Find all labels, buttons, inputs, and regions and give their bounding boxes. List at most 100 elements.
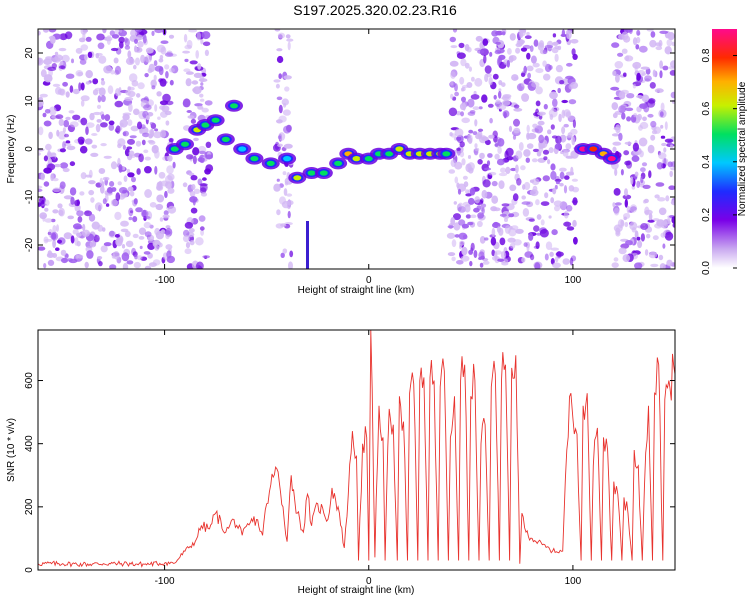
- noise-blob: [55, 114, 64, 120]
- spectrogram-noise-layer: [38, 29, 675, 269]
- noise-blob: [620, 169, 624, 176]
- noise-blob: [149, 122, 154, 126]
- noise-blob: [95, 52, 103, 56]
- noise-blob: [484, 65, 492, 74]
- noise-blob: [613, 188, 621, 196]
- noise-blob: [467, 155, 472, 159]
- noise-blob: [154, 149, 160, 159]
- noise-blob: [468, 66, 472, 72]
- noise-blob: [150, 79, 157, 88]
- spectrogram-x-tick-label: 100: [565, 275, 582, 286]
- noise-blob: [548, 147, 554, 154]
- noise-blob: [459, 141, 465, 148]
- noise-blob: [464, 62, 470, 69]
- noise-blob: [559, 182, 564, 187]
- noise-blob: [38, 126, 44, 136]
- noise-blob: [467, 162, 475, 171]
- noise-blob: [617, 52, 624, 57]
- noise-blob: [477, 128, 484, 132]
- noise-blob: [508, 213, 515, 218]
- noise-blob: [61, 257, 68, 264]
- noise-blob: [612, 112, 618, 119]
- noise-blob: [481, 94, 488, 103]
- noise-blob: [499, 213, 507, 217]
- noise-blob: [287, 210, 291, 219]
- noise-blob: [196, 31, 201, 41]
- noise-blob: [621, 48, 628, 54]
- noise-blob: [553, 200, 563, 207]
- noise-blob: [549, 251, 554, 257]
- noise-blob: [623, 216, 627, 221]
- noise-blob: [543, 73, 551, 81]
- noise-blob: [66, 145, 76, 151]
- noise-blob: [489, 51, 493, 57]
- noise-blob: [110, 161, 118, 170]
- ridge-peak: [221, 136, 230, 142]
- noise-blob: [667, 161, 673, 168]
- noise-blob: [555, 64, 564, 73]
- colorbar-tick-label: 0.6: [701, 101, 712, 115]
- noise-blob: [194, 103, 203, 107]
- noise-blob: [95, 123, 101, 133]
- noise-blob: [535, 241, 540, 249]
- noise-blob: [182, 235, 190, 243]
- noise-blob: [140, 54, 146, 64]
- noise-blob: [122, 262, 129, 269]
- noise-blob: [460, 255, 470, 262]
- noise-blob: [127, 86, 132, 91]
- noise-blob: [539, 228, 549, 238]
- noise-blob: [52, 239, 56, 249]
- noise-blob: [480, 198, 484, 204]
- noise-blob: [91, 144, 98, 149]
- noise-blob: [515, 150, 523, 159]
- noise-blob: [563, 221, 572, 227]
- noise-blob: [467, 134, 473, 143]
- noise-blob: [52, 209, 59, 214]
- noise-blob: [164, 52, 174, 57]
- noise-blob: [111, 34, 120, 39]
- noise-blob: [672, 222, 675, 228]
- noise-blob: [516, 178, 522, 186]
- noise-blob: [454, 91, 459, 97]
- noise-blob: [88, 189, 95, 196]
- noise-blob: [662, 243, 666, 249]
- noise-blob: [476, 205, 482, 211]
- noise-blob: [143, 216, 151, 219]
- noise-blob: [121, 244, 126, 249]
- noise-blob: [528, 218, 535, 222]
- noise-blob: [458, 42, 465, 49]
- noise-blob: [57, 239, 62, 244]
- noise-blob: [562, 150, 569, 157]
- noise-blob: [275, 83, 280, 89]
- noise-blob: [642, 184, 651, 189]
- noise-blob: [557, 87, 561, 94]
- snr-plot-area: [38, 330, 675, 570]
- noise-blob: [48, 131, 53, 140]
- noise-blob: [648, 213, 653, 221]
- noise-blob: [117, 157, 121, 167]
- noise-blob: [461, 96, 466, 103]
- noise-blob: [108, 124, 115, 131]
- noise-blob: [86, 122, 95, 128]
- noise-blob: [135, 207, 143, 213]
- noise-blob: [523, 149, 531, 157]
- noise-blob: [141, 139, 146, 146]
- noise-blob: [631, 185, 636, 190]
- noise-blob: [288, 261, 293, 269]
- noise-blob: [133, 198, 138, 205]
- noise-blob: [652, 218, 660, 222]
- noise-blob: [278, 104, 283, 114]
- noise-blob: [185, 242, 191, 249]
- noise-blob: [622, 254, 631, 263]
- noise-blob: [549, 91, 558, 100]
- noise-blob: [550, 247, 559, 251]
- noise-blob: [43, 263, 47, 269]
- noise-blob: [558, 113, 562, 123]
- noise-blob: [483, 167, 492, 171]
- noise-blob: [98, 55, 107, 64]
- noise-blob: [162, 214, 170, 219]
- noise-blob: [613, 207, 620, 216]
- noise-blob: [526, 31, 530, 36]
- noise-blob: [199, 226, 205, 231]
- noise-blob: [201, 31, 211, 40]
